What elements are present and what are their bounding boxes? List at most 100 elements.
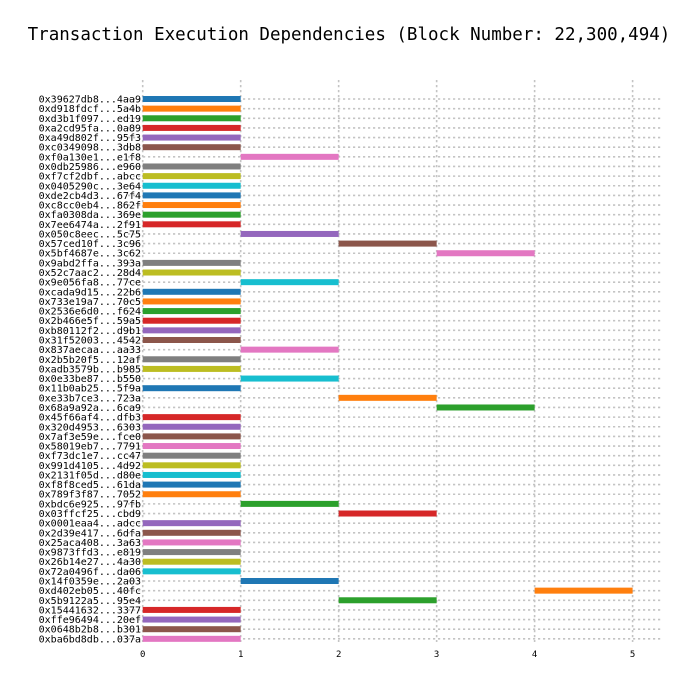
y-tick-label: 0x0648b2b8...b301 xyxy=(39,625,141,636)
y-tick-label: 0x03ffcf25...cbd9 xyxy=(39,509,141,520)
dependency-bar xyxy=(338,510,437,517)
dependency-bar xyxy=(240,500,339,507)
y-tick-label: 0xd3b1f097...ed19 xyxy=(39,114,141,125)
x-tick-label: 5 xyxy=(630,650,635,660)
dependency-bar xyxy=(142,202,241,209)
dependency-bar xyxy=(338,240,437,247)
y-tick-label: 0xa2cd95fa...0a89 xyxy=(39,123,141,134)
dependency-bar xyxy=(436,404,535,411)
dependency-bar xyxy=(240,578,339,584)
dependency-bar xyxy=(142,317,241,324)
y-tick-label: 0x837aecaa...aa33 xyxy=(39,345,141,356)
y-tick-label: 0x0db25986...e960 xyxy=(39,162,141,173)
x-tick-label: 2 xyxy=(336,650,341,660)
y-tick-label: 0x15441632...3377 xyxy=(39,605,141,616)
y-tick-label: 0x9e056fa8...77ce xyxy=(39,278,141,289)
y-tick-label: 0x789f3f87...7052 xyxy=(39,490,141,501)
y-tick-label: 0x31f52003...4542 xyxy=(39,336,141,347)
y-tick-label: 0xffe96494...20ef xyxy=(39,615,141,626)
dependency-bar xyxy=(142,134,241,141)
y-tick-label: 0x733e19a7...70c5 xyxy=(39,297,141,308)
y-tick-label: 0x2536e6d0...f624 xyxy=(39,307,141,318)
dependency-bar xyxy=(142,173,241,180)
dependency-bar xyxy=(240,375,339,382)
chart-title: Transaction Execution Dependencies (Bloc… xyxy=(28,25,671,45)
dependency-bar xyxy=(142,269,241,276)
dependency-bar xyxy=(142,288,241,295)
x-tick-label: 3 xyxy=(434,650,439,660)
dependency-bar xyxy=(142,192,241,199)
dependency-bar xyxy=(142,96,241,102)
dependency-bar xyxy=(142,491,241,498)
dependency-bar xyxy=(142,635,241,642)
dependency-bar xyxy=(142,423,241,430)
y-tick-label: 0x320d4953...6303 xyxy=(39,422,141,433)
dependency-bar xyxy=(142,221,241,228)
y-tick-label: 0x7ee6474a...2f91 xyxy=(39,220,141,231)
y-tick-label: 0xde2cb4d3...67f4 xyxy=(39,191,141,202)
y-tick-label: 0x39627db8...4aa9 xyxy=(39,95,141,106)
y-tick-label: 0x11b0ab25...5f9a xyxy=(39,384,141,395)
y-tick-label: 0xc8cc0eb4...862f xyxy=(39,201,141,212)
y-tick-label: 0x2b466e5f...59a5 xyxy=(39,316,141,327)
y-tick-label: 0xf73dc1e7...cc47 xyxy=(39,451,141,462)
dependency-bar xyxy=(142,211,241,218)
y-tick-label: 0xba6bd8db...037a xyxy=(39,634,141,645)
y-tick-label: 0x72a0496f...da06 xyxy=(39,567,141,578)
y-tick-label: 0xfa0308da...369e xyxy=(39,210,141,221)
y-tick-label: 0xe33b7ce3...723a xyxy=(39,393,141,404)
dependency-bar xyxy=(142,558,241,565)
y-tick-label: 0xf7cf2dbf...abcc xyxy=(39,172,141,183)
dependency-bar xyxy=(142,337,241,343)
dependency-bar xyxy=(142,365,241,372)
dependency-bar xyxy=(142,356,241,363)
x-tick-labels: 0 1 2 3 4 5 xyxy=(140,650,635,660)
y-tick-label: 0xf0a130e1...e1f8 xyxy=(39,152,141,163)
dependency-bar xyxy=(142,163,241,170)
y-tick-label: 0x0405290c...3e64 xyxy=(39,181,141,192)
dependency-bar xyxy=(240,153,339,160)
dependency-bar xyxy=(142,606,241,613)
y-tick-label: 0xd918fdcf...5a4b xyxy=(39,104,141,115)
y-tick-label: 0x2131f05d...d80e xyxy=(39,470,141,481)
dependency-bar xyxy=(142,568,241,575)
dependency-bar xyxy=(142,462,241,469)
dependency-bar xyxy=(142,471,241,478)
y-tick-label: 0x57ced10f...3c96 xyxy=(39,239,141,250)
y-tick-label: 0xb80112f2...d9b1 xyxy=(39,326,141,337)
dependency-bar xyxy=(142,308,241,315)
dependency-bar xyxy=(338,597,437,604)
y-tick-label: 0xd402eb05...40fc xyxy=(39,586,141,597)
y-tick-label: 0xcada9d15...22b6 xyxy=(39,287,141,298)
dependency-bar xyxy=(142,124,241,131)
dependency-bar xyxy=(142,616,241,623)
y-tick-label: 0x0e33be87...b550 xyxy=(39,374,141,385)
y-tick-label: 0x7af3e59e...fce0 xyxy=(39,432,141,443)
dependency-bar xyxy=(240,346,339,353)
dependency-bar xyxy=(142,481,241,488)
y-tick-label: 0x26b14e27...4a30 xyxy=(39,557,141,568)
y-tick-label: 0x9abd2ffa...393a xyxy=(39,258,141,269)
y-tick-label: 0x050c8eec...5c75 xyxy=(39,229,141,240)
x-tick-label: 0 xyxy=(140,650,145,660)
dependency-bar xyxy=(142,520,241,527)
y-tick-label: 0x14f0359e...2a03 xyxy=(39,577,141,588)
dependency-bar xyxy=(142,626,241,633)
y-tick-label: 0x5b9122a5...95e4 xyxy=(39,596,141,607)
dependency-bar xyxy=(436,250,535,257)
dependency-bar xyxy=(142,539,241,546)
dependency-bar xyxy=(142,433,241,440)
dependency-bar xyxy=(534,587,633,594)
dependency-bar xyxy=(338,394,437,401)
x-tick-label: 1 xyxy=(238,650,243,660)
dependency-bar xyxy=(142,452,241,459)
dependency-bar xyxy=(142,414,241,421)
bars-layer xyxy=(142,96,633,642)
y-tick-label: 0x5bf4687e...3c62 xyxy=(39,249,141,260)
dependency-bar xyxy=(240,279,339,286)
y-tick-label: 0x2b5b20f5...12af xyxy=(39,355,141,366)
x-tick-label: 4 xyxy=(532,650,537,660)
dependency-bar xyxy=(142,259,241,266)
y-tick-label: 0x58019eb7...7791 xyxy=(39,442,141,453)
